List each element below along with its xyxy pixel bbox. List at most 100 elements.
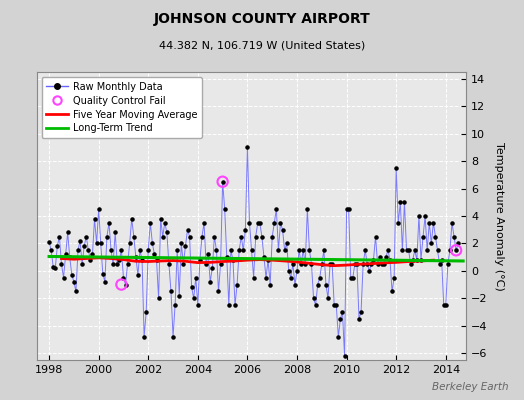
Point xyxy=(272,206,280,212)
Point xyxy=(90,216,99,222)
Point xyxy=(167,288,175,295)
Point xyxy=(348,274,357,281)
Point xyxy=(150,251,159,258)
Point xyxy=(435,261,444,267)
Point xyxy=(293,268,301,274)
Point xyxy=(221,206,229,212)
Point xyxy=(444,261,452,267)
Point xyxy=(280,247,289,254)
Point xyxy=(86,257,95,263)
Y-axis label: Temperature Anomaly (°C): Temperature Anomaly (°C) xyxy=(494,142,505,290)
Point xyxy=(376,254,384,260)
Point xyxy=(200,220,208,226)
Point xyxy=(442,302,450,308)
Point xyxy=(109,261,117,267)
Point xyxy=(268,233,277,240)
Point xyxy=(344,206,353,212)
Point xyxy=(342,206,351,212)
Point xyxy=(132,254,140,260)
Point xyxy=(138,257,146,263)
Point xyxy=(425,220,433,226)
Point xyxy=(49,264,58,270)
Point xyxy=(374,261,382,267)
Point xyxy=(229,257,237,263)
Point xyxy=(303,206,312,212)
Point xyxy=(353,261,361,267)
Point xyxy=(311,302,320,308)
Point xyxy=(438,257,446,263)
Point xyxy=(162,229,171,236)
Point xyxy=(351,261,359,267)
Point xyxy=(285,268,293,274)
Point xyxy=(346,274,355,281)
Point xyxy=(454,240,462,247)
Point xyxy=(322,281,330,288)
Point xyxy=(448,220,456,226)
Point xyxy=(181,243,190,249)
Point xyxy=(175,292,183,299)
Point xyxy=(427,240,435,247)
Point xyxy=(254,220,262,226)
Point xyxy=(400,199,409,206)
Point xyxy=(195,257,204,263)
Point xyxy=(122,281,130,288)
Point xyxy=(225,302,233,308)
Point xyxy=(266,281,275,288)
Point xyxy=(140,334,148,340)
Point xyxy=(204,251,212,258)
Point xyxy=(185,233,194,240)
Point xyxy=(440,302,448,308)
Point xyxy=(446,247,454,254)
Point xyxy=(194,302,202,308)
Point xyxy=(291,281,299,288)
Text: 44.382 N, 106.719 W (United States): 44.382 N, 106.719 W (United States) xyxy=(159,40,365,50)
Point xyxy=(421,213,429,219)
Point xyxy=(210,233,219,240)
Point xyxy=(101,279,109,285)
Point xyxy=(177,240,185,247)
Point xyxy=(127,216,136,222)
Point xyxy=(378,261,386,267)
Point xyxy=(369,257,378,263)
Point xyxy=(51,265,59,271)
Point xyxy=(105,220,113,226)
Point xyxy=(219,178,227,185)
Point xyxy=(355,316,363,322)
Point xyxy=(61,251,70,258)
Point xyxy=(359,261,367,267)
Point xyxy=(396,199,405,206)
Point xyxy=(53,243,61,249)
Point xyxy=(276,220,285,226)
Point xyxy=(241,226,249,233)
Point xyxy=(94,206,103,212)
Point xyxy=(223,254,231,260)
Point xyxy=(202,261,210,267)
Point xyxy=(134,272,142,278)
Point xyxy=(247,247,256,254)
Point xyxy=(235,247,243,254)
Point xyxy=(152,257,161,263)
Point xyxy=(328,261,336,267)
Point xyxy=(155,295,163,302)
Point xyxy=(379,261,388,267)
Point xyxy=(206,279,214,285)
Legend: Raw Monthly Data, Quality Control Fail, Five Year Moving Average, Long-Term Tren: Raw Monthly Data, Quality Control Fail, … xyxy=(41,77,202,138)
Point xyxy=(198,233,206,240)
Point xyxy=(96,240,105,247)
Point xyxy=(78,261,86,267)
Point xyxy=(402,247,411,254)
Point xyxy=(372,233,380,240)
Point xyxy=(384,247,392,254)
Point xyxy=(357,309,365,315)
Point xyxy=(417,257,425,263)
Point xyxy=(57,261,66,267)
Point xyxy=(103,233,111,240)
Point xyxy=(190,295,198,302)
Point xyxy=(256,220,264,226)
Point xyxy=(336,316,345,322)
Point xyxy=(59,274,68,281)
Point xyxy=(45,239,53,245)
Point xyxy=(245,220,254,226)
Point xyxy=(394,220,402,226)
Point xyxy=(411,247,419,254)
